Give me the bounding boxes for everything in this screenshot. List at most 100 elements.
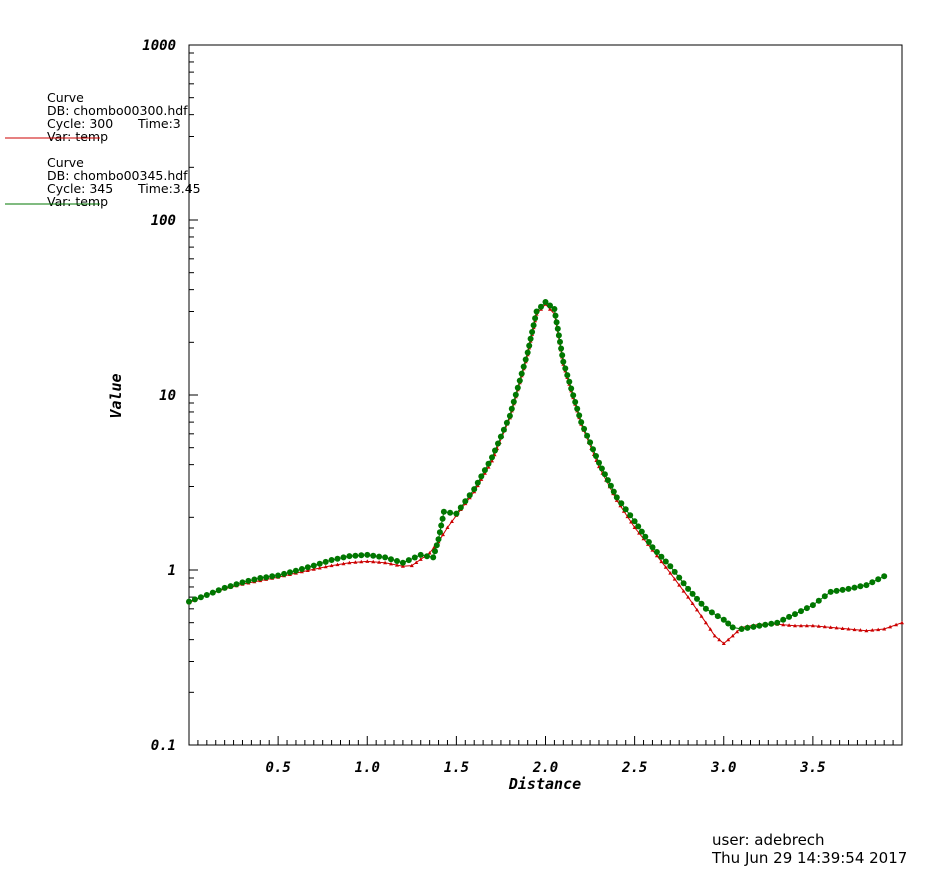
data-point xyxy=(793,623,797,628)
data-point xyxy=(566,378,573,385)
axis-ticks xyxy=(189,44,894,746)
data-point xyxy=(527,335,534,342)
data-point xyxy=(578,419,585,426)
data-point xyxy=(227,583,234,590)
data-point xyxy=(530,322,537,329)
data-point xyxy=(864,628,869,633)
data-point xyxy=(762,621,769,628)
data-point xyxy=(631,518,638,525)
data-point xyxy=(538,303,544,310)
data-point xyxy=(658,553,665,560)
data-point xyxy=(411,554,418,561)
data-point xyxy=(562,365,569,372)
data-point xyxy=(786,613,793,620)
data-point xyxy=(335,562,340,567)
data-point xyxy=(522,356,529,363)
data-point xyxy=(221,584,228,591)
data-point xyxy=(298,566,305,572)
legend-time: Time:3 xyxy=(137,116,181,131)
data-point xyxy=(756,622,763,629)
data-point xyxy=(572,399,579,405)
data-point xyxy=(680,580,687,587)
data-point xyxy=(729,624,736,631)
data-point xyxy=(394,558,400,564)
data-point xyxy=(495,440,501,447)
data-point xyxy=(703,620,708,625)
legend-time: Time:3.45 xyxy=(137,181,201,196)
data-point xyxy=(689,590,696,597)
data-point xyxy=(774,619,781,626)
data-point xyxy=(432,545,437,549)
data-point xyxy=(257,575,264,581)
data-point xyxy=(649,544,656,551)
data-point xyxy=(558,345,565,352)
data-point xyxy=(506,412,513,419)
data-point xyxy=(738,626,745,632)
data-point xyxy=(359,559,364,564)
data-point xyxy=(203,592,210,598)
data-point xyxy=(449,519,454,523)
data-point xyxy=(304,564,311,571)
legend-cycle: Cycle: 300 xyxy=(47,116,113,131)
data-point xyxy=(441,532,445,537)
data-point xyxy=(245,577,252,584)
data-point xyxy=(659,559,664,564)
data-point xyxy=(497,433,504,440)
data-point xyxy=(334,555,341,562)
data-point xyxy=(436,529,443,536)
data-point xyxy=(440,508,447,515)
data-point xyxy=(900,620,904,625)
data-point xyxy=(598,465,605,472)
data-point xyxy=(186,598,192,605)
data-point xyxy=(662,558,669,565)
data-point xyxy=(462,498,469,505)
data-point xyxy=(645,539,652,545)
data-point xyxy=(439,515,446,522)
data-point xyxy=(322,558,329,565)
data-point xyxy=(622,506,629,513)
data-point xyxy=(632,525,637,529)
legend-db: DB: chombo00300.hdf xyxy=(47,103,188,118)
data-point xyxy=(466,492,473,499)
data-point xyxy=(699,614,704,618)
data-point xyxy=(816,624,821,628)
data-point xyxy=(888,624,893,629)
series-layer xyxy=(186,299,904,645)
data-point xyxy=(341,561,346,566)
y-tick-label: 1000 xyxy=(142,38,176,54)
series-line xyxy=(188,301,885,630)
data-point xyxy=(750,623,757,630)
x-tick-label: 3.0 xyxy=(710,760,736,776)
data-point xyxy=(376,553,383,560)
data-point xyxy=(894,622,899,627)
data-point xyxy=(593,453,599,459)
data-point xyxy=(618,500,625,507)
x-axis-title: Distance xyxy=(508,775,581,793)
data-point xyxy=(316,560,323,567)
data-point xyxy=(377,560,382,564)
data-point xyxy=(275,572,282,579)
data-point xyxy=(735,629,740,634)
data-point xyxy=(358,552,365,559)
x-tick-label: 1.0 xyxy=(355,760,380,776)
data-point xyxy=(347,560,352,565)
data-point xyxy=(516,377,523,384)
data-point xyxy=(708,627,713,631)
data-point xyxy=(438,522,445,529)
data-point xyxy=(574,405,581,412)
legend-cycle: Cycle: 345 xyxy=(47,181,113,196)
data-point xyxy=(627,512,634,519)
data-point xyxy=(486,465,491,469)
plot-area-frame xyxy=(188,44,903,746)
data-point xyxy=(292,567,299,574)
data-point xyxy=(717,637,722,642)
data-point xyxy=(478,473,485,480)
y-tick-label: 100 xyxy=(151,213,176,229)
data-point xyxy=(714,613,721,620)
data-point xyxy=(798,608,804,615)
data-point xyxy=(542,299,549,305)
data-point xyxy=(721,641,726,645)
data-point xyxy=(529,329,536,335)
data-point xyxy=(533,308,540,315)
